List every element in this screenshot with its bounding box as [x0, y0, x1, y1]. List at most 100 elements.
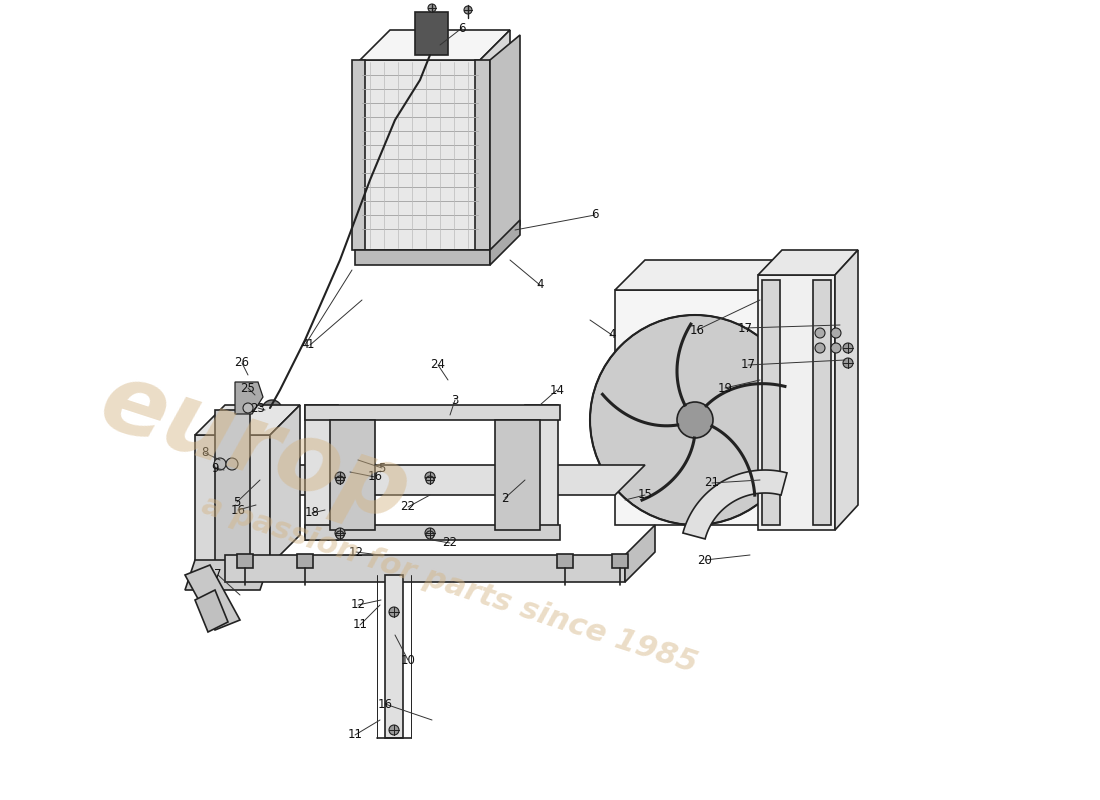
Circle shape: [426, 476, 434, 484]
Circle shape: [336, 531, 344, 539]
Circle shape: [428, 4, 436, 12]
Text: 26: 26: [234, 357, 250, 370]
Text: 21: 21: [704, 477, 719, 490]
Polygon shape: [415, 12, 448, 55]
Circle shape: [425, 528, 435, 538]
Text: 16: 16: [231, 503, 245, 517]
Circle shape: [214, 458, 225, 470]
Polygon shape: [490, 35, 520, 250]
Text: 4: 4: [537, 278, 543, 291]
Polygon shape: [185, 565, 240, 630]
Polygon shape: [297, 554, 313, 568]
Polygon shape: [305, 405, 560, 420]
Text: 16: 16: [367, 470, 383, 483]
Text: 14: 14: [550, 383, 564, 397]
Circle shape: [843, 343, 852, 353]
Circle shape: [815, 328, 825, 338]
Text: 11: 11: [348, 729, 363, 742]
Circle shape: [243, 403, 253, 413]
Polygon shape: [226, 555, 625, 582]
Polygon shape: [612, 554, 628, 568]
Polygon shape: [235, 382, 263, 414]
Text: 8: 8: [201, 446, 209, 459]
Polygon shape: [305, 525, 560, 540]
Polygon shape: [615, 290, 776, 525]
Polygon shape: [490, 220, 520, 265]
Polygon shape: [625, 525, 654, 582]
Text: 1: 1: [306, 338, 313, 351]
Circle shape: [590, 315, 800, 525]
Polygon shape: [195, 435, 270, 565]
Text: 18: 18: [305, 506, 319, 519]
Text: 15: 15: [638, 489, 652, 502]
Text: 12: 12: [351, 598, 365, 611]
Polygon shape: [385, 575, 403, 738]
Circle shape: [389, 607, 399, 617]
Polygon shape: [758, 250, 858, 275]
Circle shape: [843, 358, 852, 368]
Polygon shape: [255, 465, 645, 495]
Text: 10: 10: [400, 654, 416, 666]
Text: 5: 5: [378, 462, 386, 474]
Circle shape: [336, 528, 345, 538]
Text: 17: 17: [737, 322, 752, 334]
Text: 7: 7: [214, 569, 222, 582]
Text: 20: 20: [697, 554, 713, 566]
Text: europ: europ: [88, 354, 421, 542]
Text: 22: 22: [400, 501, 416, 514]
Polygon shape: [557, 554, 573, 568]
Polygon shape: [360, 60, 480, 250]
Text: 16: 16: [377, 698, 393, 710]
Circle shape: [676, 402, 713, 438]
Circle shape: [830, 343, 842, 353]
Text: 12: 12: [349, 546, 363, 558]
Polygon shape: [525, 405, 558, 535]
Text: 9: 9: [211, 462, 219, 474]
Polygon shape: [758, 275, 835, 530]
Circle shape: [262, 400, 282, 420]
Polygon shape: [615, 260, 805, 290]
Polygon shape: [195, 405, 300, 435]
Circle shape: [336, 472, 345, 482]
Polygon shape: [762, 280, 780, 525]
Polygon shape: [776, 260, 805, 525]
Polygon shape: [352, 60, 365, 250]
Polygon shape: [475, 60, 490, 250]
Polygon shape: [835, 250, 858, 530]
Text: 23: 23: [251, 402, 265, 414]
Text: 19: 19: [717, 382, 733, 394]
Polygon shape: [813, 280, 830, 525]
Polygon shape: [480, 30, 510, 250]
Polygon shape: [683, 470, 786, 539]
Text: 4: 4: [608, 329, 616, 342]
Text: 3: 3: [451, 394, 459, 406]
Text: 5: 5: [233, 495, 241, 509]
Polygon shape: [270, 405, 300, 565]
Text: 17: 17: [740, 358, 756, 371]
Polygon shape: [185, 560, 270, 590]
Circle shape: [336, 476, 344, 484]
Polygon shape: [495, 420, 540, 530]
Polygon shape: [305, 405, 338, 540]
Polygon shape: [360, 30, 510, 60]
Circle shape: [226, 458, 238, 470]
Text: 6: 6: [592, 209, 598, 222]
Circle shape: [389, 725, 399, 735]
Circle shape: [830, 328, 842, 338]
Polygon shape: [236, 554, 253, 568]
Polygon shape: [195, 590, 228, 632]
Circle shape: [426, 531, 434, 539]
Text: 24: 24: [430, 358, 446, 371]
Circle shape: [464, 6, 472, 14]
Text: 11: 11: [352, 618, 367, 631]
Text: 22: 22: [442, 537, 458, 550]
Text: 2: 2: [502, 491, 508, 505]
Polygon shape: [214, 410, 250, 570]
Text: 4: 4: [301, 338, 309, 351]
Polygon shape: [330, 420, 375, 530]
Text: 25: 25: [241, 382, 255, 394]
Circle shape: [815, 343, 825, 353]
Polygon shape: [355, 250, 490, 265]
Text: a passion for parts since 1985: a passion for parts since 1985: [198, 490, 701, 678]
Text: 16: 16: [690, 323, 704, 337]
